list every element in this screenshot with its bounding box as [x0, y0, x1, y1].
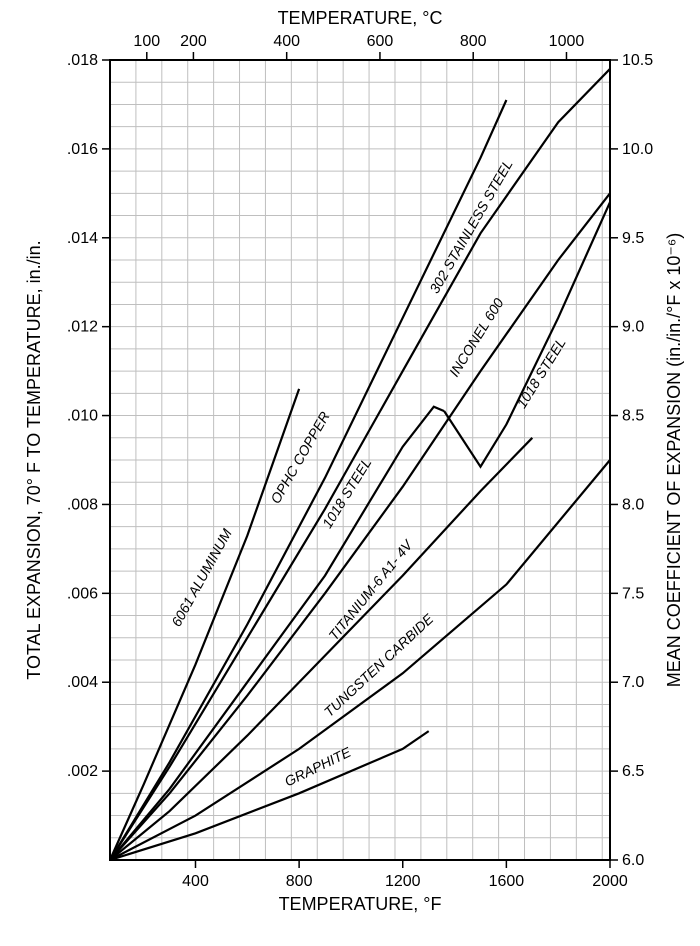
svg-text:6.5: 6.5 [622, 763, 644, 780]
svg-text:.010: .010 [67, 408, 98, 425]
svg-text:100: 100 [133, 33, 160, 50]
svg-text:.006: .006 [67, 585, 98, 602]
svg-text:600: 600 [367, 33, 394, 50]
svg-text:8.5: 8.5 [622, 408, 644, 425]
y-right-label: MEAN COEFFICIENT OF EXPANSION (in./in./°… [664, 233, 684, 688]
svg-text:.004: .004 [67, 674, 98, 691]
svg-text:400: 400 [273, 33, 300, 50]
svg-text:800: 800 [286, 873, 313, 890]
svg-text:1600: 1600 [489, 873, 525, 890]
svg-text:9.0: 9.0 [622, 319, 644, 336]
svg-text:1200: 1200 [385, 873, 421, 890]
svg-text:.018: .018 [67, 52, 98, 69]
svg-text:10.0: 10.0 [622, 141, 653, 158]
svg-text:8.0: 8.0 [622, 496, 644, 513]
svg-text:.002: .002 [67, 763, 98, 780]
svg-text:200: 200 [180, 33, 207, 50]
x-top-label: TEMPERATURE, °C [278, 8, 443, 28]
svg-text:9.5: 9.5 [622, 230, 644, 247]
svg-text:2000: 2000 [592, 873, 628, 890]
chart-container: 400 800 1200 1600 2000 TEMPERATURE, °F 100 200 4… [0, 0, 700, 946]
svg-text:6.0: 6.0 [622, 852, 644, 869]
svg-text:800: 800 [460, 33, 487, 50]
y-left-label: TOTAL EXPANSION, 70° F TO TEMPERATURE, i… [24, 240, 44, 679]
svg-text:7.0: 7.0 [622, 674, 644, 691]
svg-text:.008: .008 [67, 496, 98, 513]
svg-text:.016: .016 [67, 141, 98, 158]
svg-text:10.5: 10.5 [622, 52, 653, 69]
svg-text:.014: .014 [67, 230, 98, 247]
svg-text:7.5: 7.5 [622, 585, 644, 602]
svg-text:.012: .012 [67, 319, 98, 336]
thermal-expansion-chart: 400 800 1200 1600 2000 TEMPERATURE, °F 100 200 4… [0, 0, 700, 946]
svg-text:400: 400 [182, 873, 209, 890]
x-bottom-label: TEMPERATURE, °F [279, 894, 442, 914]
svg-text:1000: 1000 [549, 33, 585, 50]
